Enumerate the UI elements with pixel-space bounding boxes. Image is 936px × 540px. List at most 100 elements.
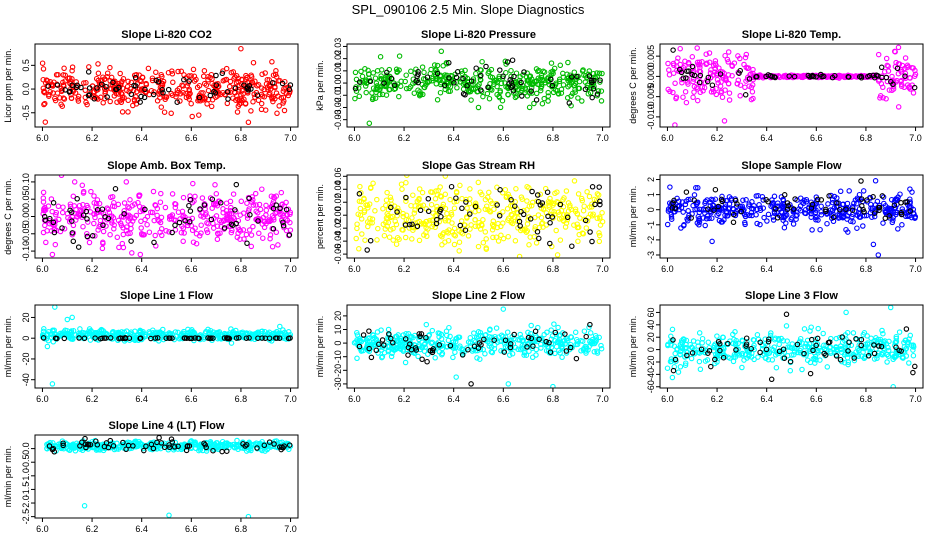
data-point	[524, 70, 530, 76]
data-point	[84, 101, 90, 108]
data-point	[599, 218, 606, 225]
data-point	[263, 202, 269, 209]
data-point	[834, 195, 840, 201]
data-point	[740, 208, 747, 214]
data-point	[451, 232, 457, 238]
data-point	[818, 212, 825, 218]
data-point	[818, 203, 824, 210]
data-point	[695, 343, 701, 349]
data-point	[571, 178, 578, 184]
data-point	[671, 62, 677, 69]
selected-point	[886, 213, 892, 219]
data-point	[166, 216, 173, 222]
data-point	[517, 331, 523, 338]
data-point	[528, 322, 534, 329]
data-point	[124, 87, 130, 94]
data-point	[462, 67, 468, 74]
x-tick-label: 6.0	[348, 264, 361, 274]
data-point	[383, 92, 390, 98]
selected-point	[858, 336, 865, 343]
data-point	[495, 238, 502, 244]
y-tick-label: 40	[646, 320, 656, 330]
data-point	[870, 241, 877, 248]
selected-point	[165, 86, 172, 93]
data-point	[685, 59, 692, 66]
data-point	[238, 45, 244, 52]
data-point	[582, 79, 589, 85]
x-tick-label: 6.2	[711, 133, 724, 143]
data-point	[107, 64, 113, 71]
data-point	[456, 239, 463, 245]
data-point	[475, 243, 482, 250]
data-point	[196, 233, 203, 239]
selected-point	[279, 80, 286, 87]
data-point	[690, 202, 696, 209]
data-point	[125, 218, 131, 224]
data-point	[378, 73, 384, 79]
data-point	[385, 215, 391, 222]
data-point	[703, 51, 709, 57]
data-point	[480, 93, 486, 100]
data-point	[120, 231, 127, 238]
data-point	[188, 100, 194, 107]
x-tick-label: 6.8	[547, 394, 560, 404]
selected-point	[557, 201, 564, 208]
data-point	[241, 236, 247, 242]
data-point	[902, 55, 909, 61]
selected-point	[103, 83, 109, 90]
selected-point	[809, 201, 816, 208]
y-tick-label: 0.00	[333, 206, 343, 224]
selected-point	[186, 202, 192, 209]
selected-point	[121, 211, 127, 217]
data-point	[111, 226, 117, 232]
data-point	[781, 224, 788, 231]
selected-point	[286, 232, 293, 238]
data-point	[409, 236, 415, 242]
selected-point	[50, 200, 57, 206]
data-point	[838, 343, 844, 349]
data-point	[253, 202, 259, 208]
data-point	[884, 62, 890, 69]
data-point	[475, 329, 482, 335]
data-point	[700, 215, 706, 221]
data-point	[873, 335, 879, 341]
selected-point	[483, 63, 489, 70]
data-point	[551, 65, 558, 72]
selected-point	[189, 335, 195, 342]
selected-point	[243, 335, 250, 341]
x-tick-label: 6.2	[86, 264, 99, 274]
selected-point	[733, 347, 739, 353]
data-point	[419, 189, 426, 196]
data-point	[438, 331, 445, 338]
selected-point	[589, 238, 595, 245]
y-tick-label: -30	[333, 377, 343, 390]
data-point	[749, 82, 756, 88]
data-point	[52, 305, 58, 310]
data-point	[681, 337, 687, 343]
selected-point	[903, 326, 910, 332]
data-point	[895, 44, 902, 51]
data-point	[269, 96, 275, 102]
data-point	[529, 354, 536, 361]
selected-point	[597, 77, 603, 83]
data-point	[96, 200, 103, 207]
data-point	[762, 336, 768, 342]
selected-point	[244, 240, 250, 247]
data-point	[431, 62, 438, 68]
selected-point	[705, 206, 711, 212]
data-point	[378, 327, 384, 333]
selected-point	[846, 339, 852, 345]
y-tick-label: -20	[646, 355, 656, 368]
data-point	[817, 226, 823, 233]
data-point	[675, 55, 681, 61]
selected-point	[373, 347, 380, 354]
data-point	[479, 191, 485, 198]
data-point	[73, 332, 79, 338]
selected-point	[70, 238, 77, 245]
data-point	[696, 358, 703, 365]
data-point	[708, 206, 714, 213]
selected-point	[413, 78, 419, 84]
x-tick-label: 6.4	[760, 133, 773, 143]
data-point	[153, 69, 159, 76]
selected-point	[539, 200, 546, 206]
